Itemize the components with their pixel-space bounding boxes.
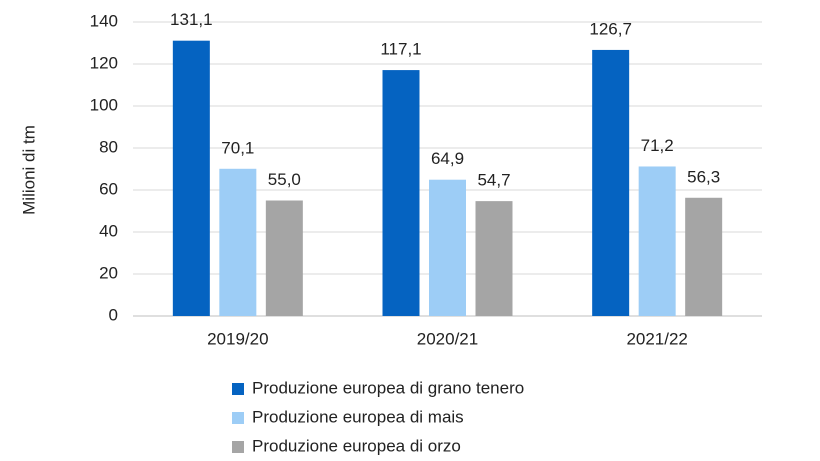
bar (429, 179, 466, 316)
legend-marker (232, 383, 244, 395)
y-tick-label: 80 (99, 137, 118, 156)
y-tick-label: 0 (109, 305, 118, 324)
bar (382, 70, 420, 316)
bar (638, 166, 676, 316)
value-label: 71,2 (641, 136, 674, 155)
value-label: 70,1 (221, 138, 254, 157)
bar (265, 200, 303, 316)
value-label: 117,1 (380, 40, 421, 59)
legend-marker (232, 441, 244, 453)
legend-marker (232, 412, 244, 424)
bar (685, 197, 723, 316)
legend-label: Produzione europea di orzo (252, 436, 461, 455)
y-tick-label: 140 (90, 11, 118, 30)
value-label: 64,9 (431, 149, 464, 168)
value-label: 54,7 (477, 171, 510, 190)
x-tick-label: 2021/22 (626, 329, 687, 348)
y-tick-label: 60 (99, 179, 118, 198)
value-label: 56,3 (687, 167, 720, 186)
bar (592, 49, 630, 317)
bar (475, 201, 513, 316)
y-tick-label: 20 (99, 263, 118, 282)
y-tick-label: 120 (90, 53, 118, 72)
x-tick-label: 2020/21 (417, 329, 478, 348)
bar (219, 168, 257, 316)
value-label: 126,7 (589, 19, 632, 38)
value-label: 131,1 (170, 10, 213, 29)
y-axis-label: Milioni di tm (19, 125, 38, 215)
bar (172, 40, 210, 316)
x-tick-label: 2019/20 (207, 329, 268, 348)
legend-label: Produzione europea di mais (252, 407, 464, 426)
value-label: 55,0 (268, 170, 301, 189)
y-tick-label: 40 (99, 221, 118, 240)
legend-label: Produzione europea di grano tenero (252, 378, 524, 397)
y-tick-label: 100 (90, 95, 118, 114)
